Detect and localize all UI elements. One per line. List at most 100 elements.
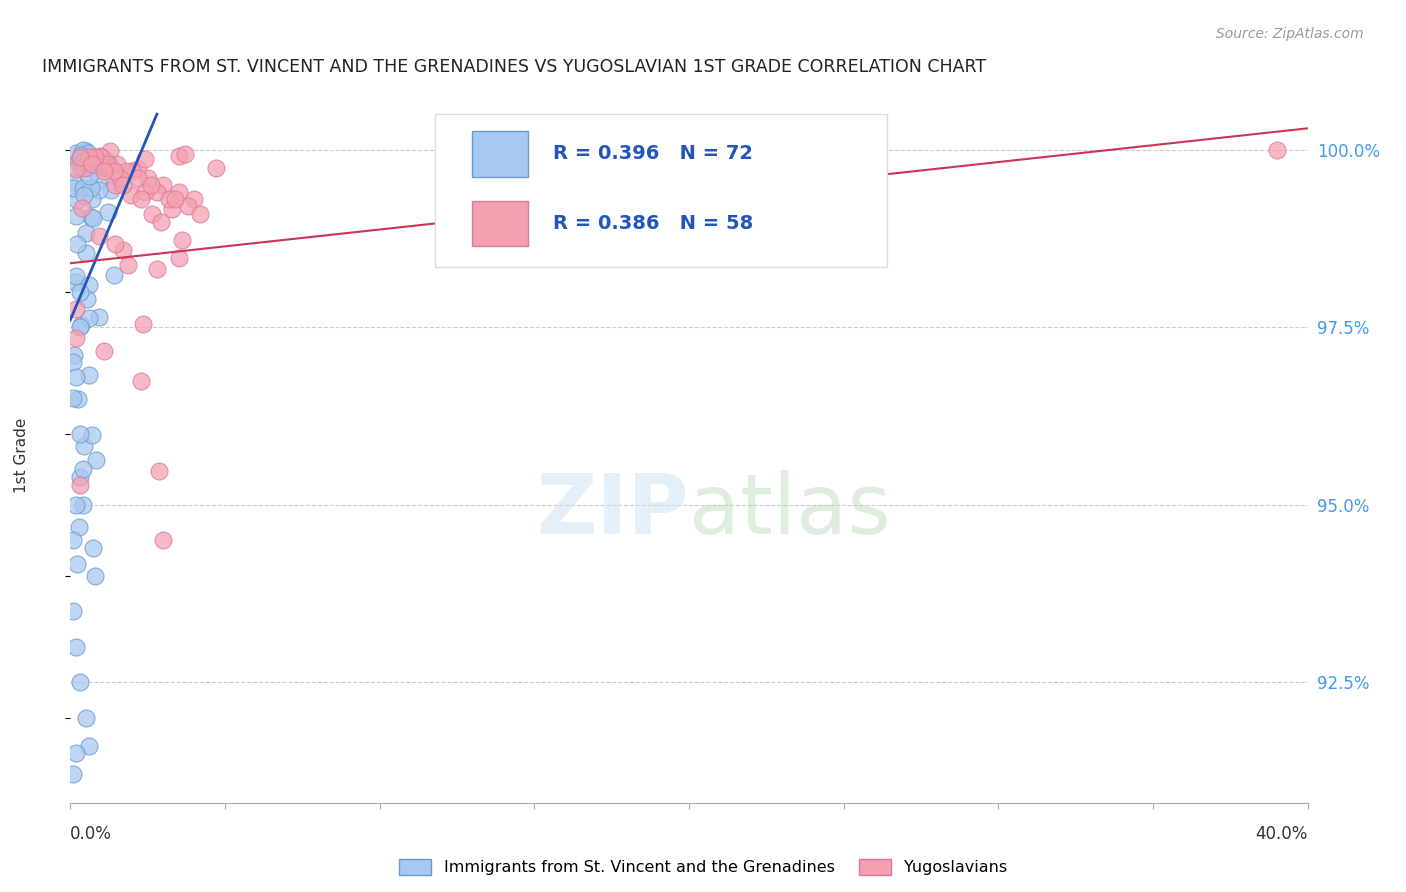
Point [183,192,205,206]
Point [69,148,91,162]
Point [72,155,94,169]
Point [72,498,94,512]
Point [157,192,180,206]
Point [65,162,87,177]
Point [104,178,127,192]
Point [177,199,200,213]
Point [149,214,172,228]
Text: 0.0%: 0.0% [70,825,112,843]
Point [167,186,190,200]
Point [131,192,153,206]
Point [134,153,156,167]
Point [93,344,115,359]
Point [87,173,110,187]
Legend: Immigrants from St. Vincent and the Grenadines, Yugoslavians: Immigrants from St. Vincent and the Gren… [399,858,1007,875]
Point [75,710,97,724]
Point [69,675,91,690]
Point [134,186,156,200]
Point [77,150,100,164]
Point [205,161,228,175]
Point [105,157,128,171]
Point [188,206,211,220]
Point [72,462,94,476]
Point [132,317,155,331]
Point [65,209,87,223]
Point [97,204,120,219]
Point [148,464,170,478]
Point [108,171,131,186]
Point [62,181,84,195]
Point [75,226,97,240]
Point [70,156,93,170]
Point [127,161,149,176]
Point [77,310,100,325]
Point [146,186,169,200]
Point [72,201,94,215]
Point [141,207,163,221]
Point [82,192,104,206]
Bar [472,201,529,246]
Point [72,181,94,195]
Point [80,428,103,442]
Point [152,178,174,193]
Bar [472,131,529,177]
Point [103,164,125,178]
Point [65,268,87,283]
Point [115,164,138,178]
Point [131,374,153,388]
Point [174,147,197,161]
Point [65,275,87,289]
Point [75,157,97,171]
Point [62,767,84,781]
Point [65,369,87,384]
Point [67,519,90,533]
Text: IMMIGRANTS FROM ST. VINCENT AND THE GRENADINES VS YUGOSLAVIAN 1ST GRADE CORRELAT: IMMIGRANTS FROM ST. VINCENT AND THE GREN… [42,58,986,76]
Point [65,557,87,571]
Point [62,175,84,189]
Point [66,153,89,168]
Point [169,251,191,265]
Point [69,470,91,484]
Point [77,169,100,183]
Point [103,268,125,282]
Point [100,183,122,197]
Point [62,348,84,362]
Point [72,161,94,175]
Point [69,151,91,165]
Point [76,292,98,306]
Point [72,154,94,169]
Point [121,164,143,178]
Point [160,202,183,216]
Point [136,171,159,186]
Point [79,181,101,195]
Point [170,233,193,247]
Point [69,426,91,441]
Text: atlas: atlas [689,470,890,551]
Point [65,498,87,512]
Point [80,210,103,224]
Point [84,150,107,164]
Point [75,144,97,158]
Point [82,211,104,225]
Point [62,355,84,369]
Point [93,164,115,178]
Point [90,150,112,164]
Point [139,178,162,193]
Text: R = 0.396   N = 72: R = 0.396 N = 72 [553,145,752,163]
Point [66,236,89,251]
Point [98,145,121,159]
Point [96,161,118,175]
Text: R = 0.386   N = 58: R = 0.386 N = 58 [553,214,754,233]
Point [75,245,97,260]
Text: Source: ZipAtlas.com: Source: ZipAtlas.com [1216,27,1364,41]
Point [65,146,87,161]
Point [65,746,87,760]
Point [84,453,107,467]
Point [96,153,118,168]
Text: ZIP: ZIP [537,470,689,551]
Point [84,568,107,582]
Point [69,478,91,492]
Point [77,278,100,293]
Point [76,161,98,176]
Point [167,149,190,163]
